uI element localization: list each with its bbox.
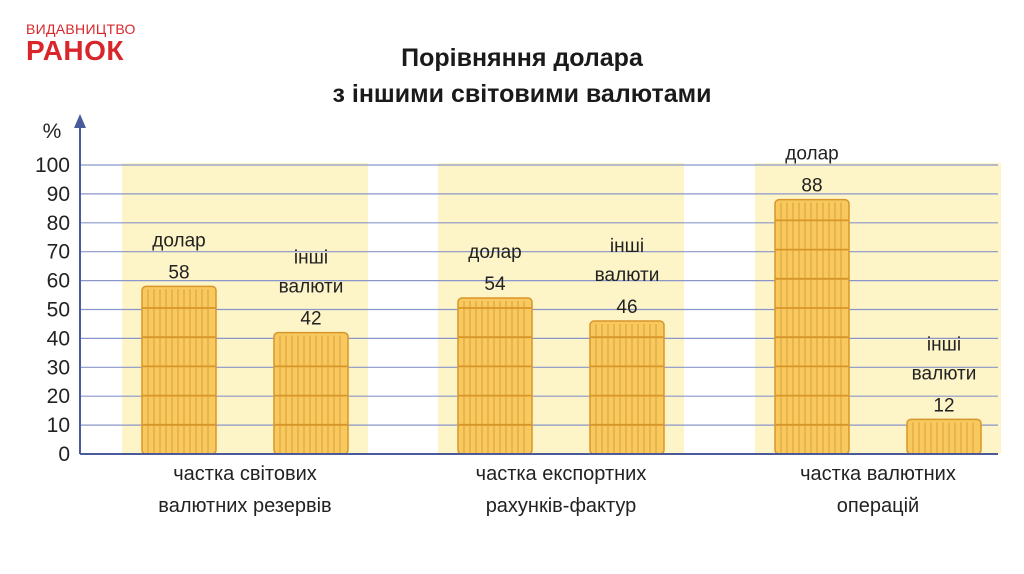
publisher-logo: ВИДАВНИЦТВО РАНОК	[26, 22, 136, 65]
bar-series-label: валюти	[279, 277, 344, 298]
bar	[906, 418, 982, 455]
bar-body	[141, 285, 217, 455]
bar	[774, 198, 850, 455]
category-label: частка експортних	[476, 463, 647, 485]
bar-value-label: 42	[300, 309, 321, 330]
bar-series-label: долар	[785, 144, 838, 165]
y-tick-label: 70	[47, 241, 70, 264]
labels: 0 10 20 30 40 50 60 70 80 90 100% 58 долар 42 інші валю…	[35, 120, 976, 517]
category-label: рахунків-фактур	[486, 495, 637, 517]
bar-series-label: валюти	[595, 265, 660, 286]
y-axis-arrow-icon	[74, 114, 86, 128]
bar	[273, 331, 349, 455]
bar-body	[273, 331, 349, 455]
bar	[141, 285, 217, 455]
bars	[141, 198, 982, 455]
bar-value-label: 88	[801, 176, 822, 197]
axes	[74, 114, 998, 455]
y-tick-label: 10	[47, 414, 70, 437]
bar-value-label: 54	[484, 274, 506, 295]
bar-value-label: 12	[933, 395, 954, 416]
category-label: валютних резервів	[158, 495, 331, 517]
logo-top-text: ВИДАВНИЦТВО	[26, 21, 136, 37]
bar-value-label: 58	[168, 262, 189, 283]
bar-series-label: інші	[294, 248, 328, 269]
y-tick-label: 100	[35, 154, 70, 177]
y-tick-label: 0	[58, 443, 70, 466]
chart-title: Порівняння долара з іншими світовими вал…	[212, 40, 832, 112]
chart-title-line-2: з іншими світовими валютами	[332, 80, 712, 108]
category-label: частка світових	[173, 463, 317, 485]
bar-body	[774, 198, 850, 455]
bar	[457, 297, 533, 455]
bar-series-label: інші	[610, 236, 644, 257]
y-tick-label: 80	[47, 212, 70, 235]
bar-series-label: долар	[468, 242, 521, 263]
logo-main-text: РАНОК	[26, 35, 125, 66]
group-bands	[122, 163, 1001, 454]
y-tick-label: 30	[47, 356, 70, 379]
y-axis-label: %	[43, 120, 62, 143]
category-label: операцій	[837, 495, 919, 517]
bar	[589, 320, 665, 455]
y-tick-label: 50	[47, 299, 70, 322]
bar-body	[906, 418, 982, 455]
bar-series-label: валюти	[912, 363, 977, 384]
y-tick-label: 90	[47, 183, 70, 206]
y-tick-label: 40	[47, 327, 70, 350]
bar-series-label: інші	[927, 334, 961, 355]
y-tick-label: 20	[47, 385, 70, 408]
bar-value-label: 46	[616, 297, 637, 318]
chart-title-line-1: Порівняння долара	[401, 44, 643, 72]
bar-body	[589, 320, 665, 455]
bar-body	[457, 297, 533, 455]
bar-series-label: долар	[152, 230, 205, 251]
y-tick-label: 60	[47, 270, 70, 293]
category-label: частка валютних	[800, 463, 956, 485]
